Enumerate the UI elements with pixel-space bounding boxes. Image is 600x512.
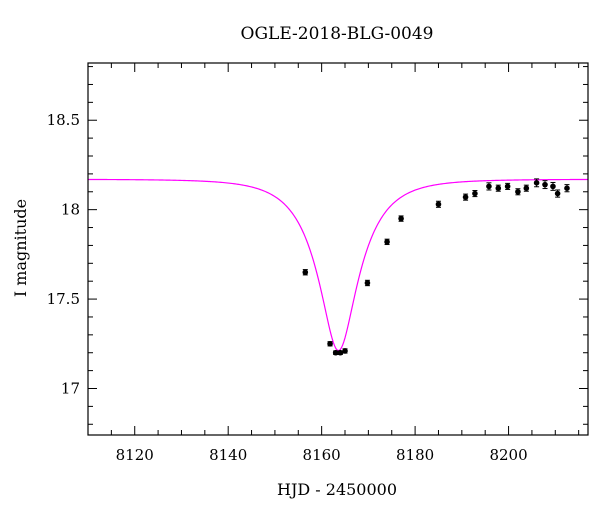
data-marker [564, 185, 570, 191]
y-tick-label: 18 [61, 201, 80, 219]
data-marker [302, 269, 309, 276]
data-marker [398, 215, 404, 222]
data-marker [554, 190, 561, 197]
data-point [504, 182, 511, 190]
data-marker [364, 280, 371, 286]
chart-title: OGLE-2018-BLG-0049 [241, 24, 434, 44]
data-point [550, 181, 556, 191]
x-axis-label: HJD - 2450000 [277, 480, 397, 499]
data-marker [435, 201, 442, 208]
data-point [342, 348, 348, 354]
data-point [523, 184, 530, 192]
data-marker [515, 188, 521, 195]
data-point [462, 193, 469, 201]
y-tick-label: 17.5 [47, 290, 80, 308]
data-marker [550, 183, 556, 190]
data-point [542, 180, 548, 190]
data-marker [327, 340, 333, 347]
data-marker [342, 348, 348, 354]
y-tick-label: 17 [61, 380, 80, 398]
data-marker [332, 349, 339, 356]
data-point [302, 269, 309, 276]
data-point [384, 238, 390, 246]
x-tick-label: 8120 [116, 446, 154, 464]
data-point [435, 200, 442, 208]
data-marker [523, 185, 530, 191]
data-points [302, 178, 570, 356]
data-point [332, 349, 339, 356]
data-point [515, 188, 521, 196]
data-point [364, 279, 371, 287]
data-point [554, 189, 561, 198]
y-tick-label: 18.5 [47, 111, 80, 129]
x-tick-label: 8160 [303, 446, 341, 464]
data-point [472, 190, 478, 198]
data-marker [533, 180, 540, 186]
data-point [495, 184, 502, 192]
data-marker [542, 181, 548, 188]
data-point [337, 349, 344, 356]
axes: 8120 8140 8160 8180 8200 17 17.5 18 18.5 [47, 62, 589, 464]
x-tick-label: 8200 [489, 446, 527, 464]
data-marker [495, 185, 502, 191]
data-point [533, 178, 540, 188]
data-point [398, 215, 404, 222]
x-tick-label: 8140 [209, 446, 247, 464]
data-point [564, 184, 570, 193]
y-axis-label: I magnitude [11, 199, 30, 297]
data-marker [462, 194, 469, 200]
data-point [327, 340, 333, 347]
data-marker [384, 239, 390, 245]
data-marker [472, 190, 478, 197]
plot-area [87, 178, 589, 356]
plot-frame [87, 62, 589, 436]
x-tick-label: 8180 [396, 446, 434, 464]
data-point [486, 182, 492, 191]
data-marker [504, 183, 511, 190]
data-marker [486, 183, 492, 190]
data-marker [337, 349, 344, 356]
model-curve [87, 178, 589, 352]
